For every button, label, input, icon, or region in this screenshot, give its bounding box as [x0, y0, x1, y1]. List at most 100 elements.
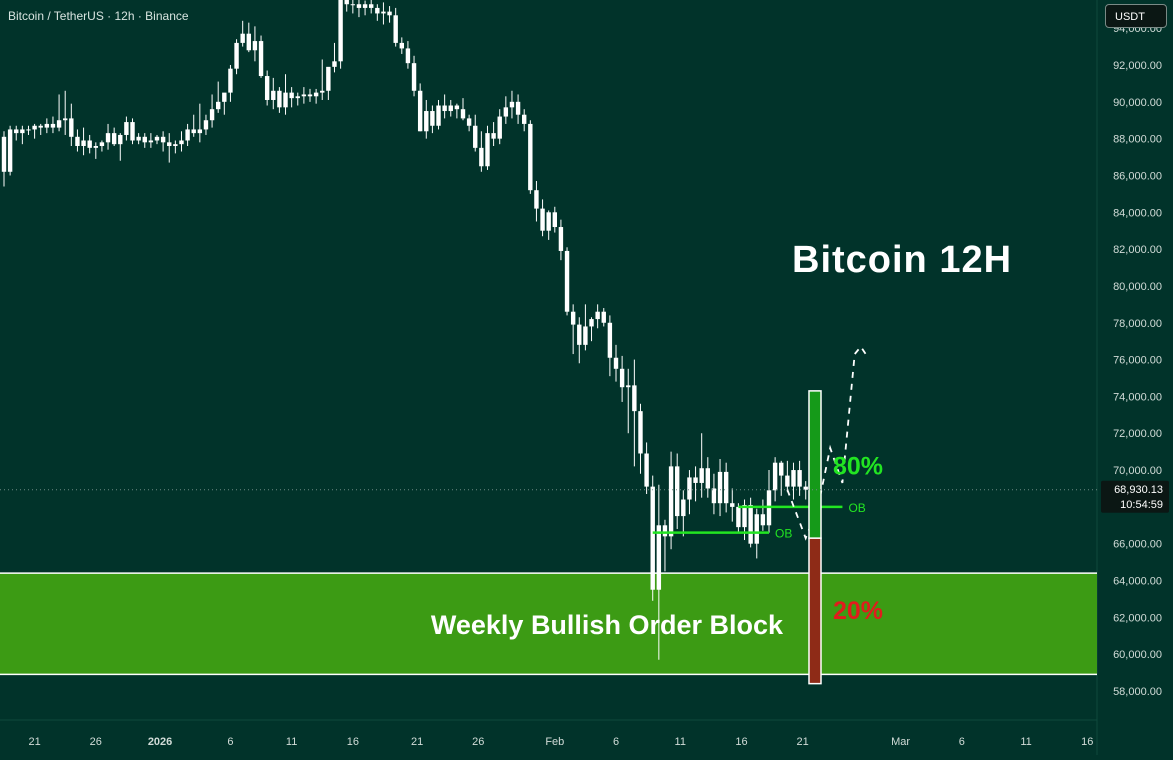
candle	[601, 308, 606, 327]
candle	[160, 131, 166, 152]
x-tick-label: 11	[286, 736, 297, 748]
candle	[675, 453, 680, 529]
y-tick-label: 60,000.00	[1113, 649, 1162, 661]
candle	[118, 133, 123, 161]
bearish-probability-bar	[808, 537, 822, 685]
candle	[546, 210, 551, 240]
candle	[552, 206, 557, 233]
candle	[570, 304, 576, 355]
candle	[417, 83, 423, 132]
current-price-marker: 68,930.13 10:54:59	[1101, 480, 1169, 513]
candle	[730, 488, 735, 522]
candle	[7, 125, 13, 176]
candle	[411, 55, 417, 97]
candle	[234, 39, 239, 75]
candle	[436, 99, 441, 130]
candle	[687, 470, 692, 515]
candle	[338, 0, 343, 69]
candle	[246, 22, 251, 53]
symbol-title[interactable]: Bitcoin / TetherUS · 12h · Binance	[8, 9, 189, 23]
candle	[264, 70, 270, 106]
candle	[442, 94, 447, 119]
candle	[723, 462, 729, 513]
x-tick-label: 2026	[148, 736, 172, 748]
currency-selector-button[interactable]: USDT	[1105, 4, 1167, 28]
y-tick-label: 88,000.00	[1113, 134, 1162, 146]
candle	[791, 462, 796, 500]
candle	[650, 475, 655, 601]
x-tick-label: 26	[472, 736, 484, 748]
candle	[197, 103, 203, 143]
y-tick-label: 84,000.00	[1113, 207, 1162, 219]
y-tick-label: 58,000.00	[1113, 686, 1162, 698]
candle	[1, 131, 7, 187]
candle	[111, 127, 117, 147]
candle	[258, 35, 264, 78]
candle	[20, 125, 25, 145]
candle	[124, 116, 129, 141]
candle	[399, 37, 404, 54]
candle	[148, 133, 154, 148]
candle	[589, 317, 594, 342]
y-tick-label: 72,000.00	[1113, 428, 1162, 440]
x-tick-label: 6	[613, 736, 619, 748]
chart-title: Bitcoin 12H	[792, 239, 1012, 281]
candle	[14, 125, 19, 141]
candle	[44, 118, 50, 134]
y-tick-label: 90,000.00	[1113, 97, 1162, 109]
x-tick-label: 26	[90, 736, 102, 748]
candle	[228, 65, 233, 102]
candle	[375, 4, 380, 21]
candle	[466, 114, 472, 132]
candle	[558, 219, 564, 261]
candle	[50, 116, 56, 134]
candle	[485, 125, 490, 170]
candle	[38, 123, 43, 135]
x-tick-label: 6	[227, 736, 233, 748]
candle	[185, 123, 190, 147]
x-tick-label: 16	[1081, 736, 1093, 748]
candle	[772, 457, 778, 502]
candle	[405, 41, 411, 69]
x-tick-label: 21	[411, 736, 423, 748]
candle	[644, 442, 649, 494]
bullish-probability-bar	[808, 390, 822, 539]
candle	[393, 7, 398, 47]
candle	[313, 88, 319, 104]
y-tick-label: 92,000.00	[1113, 60, 1162, 72]
candle	[534, 180, 539, 222]
candle	[595, 304, 600, 329]
zone-label: Weekly Bullish Order Block	[431, 610, 784, 640]
candle	[699, 433, 704, 498]
weekly-order-block-zone	[0, 573, 1097, 675]
candle	[711, 473, 717, 515]
y-tick-label: 76,000.00	[1113, 355, 1162, 367]
candle	[662, 519, 668, 572]
candle	[424, 99, 429, 139]
candle	[797, 460, 802, 496]
candle	[63, 90, 68, 135]
candle	[583, 304, 588, 351]
candle	[179, 131, 184, 152]
candle	[81, 127, 86, 156]
x-tick-label: 6	[959, 736, 965, 748]
bullish-probability-label: 80%	[833, 453, 883, 481]
candle	[564, 247, 570, 316]
ob-label: OB	[848, 501, 865, 515]
y-tick-label: 66,000.00	[1113, 539, 1162, 551]
candle	[173, 140, 178, 154]
candle	[656, 484, 662, 660]
y-tick-label: 82,000.00	[1113, 244, 1162, 256]
candle	[332, 42, 337, 73]
candle	[356, 0, 362, 18]
candle	[283, 74, 288, 115]
candle	[515, 94, 521, 124]
candle	[381, 2, 386, 25]
candle	[626, 368, 631, 434]
y-tick-label: 70,000.00	[1113, 465, 1162, 477]
candle	[619, 355, 625, 402]
candle	[503, 96, 509, 124]
candle	[717, 459, 723, 517]
